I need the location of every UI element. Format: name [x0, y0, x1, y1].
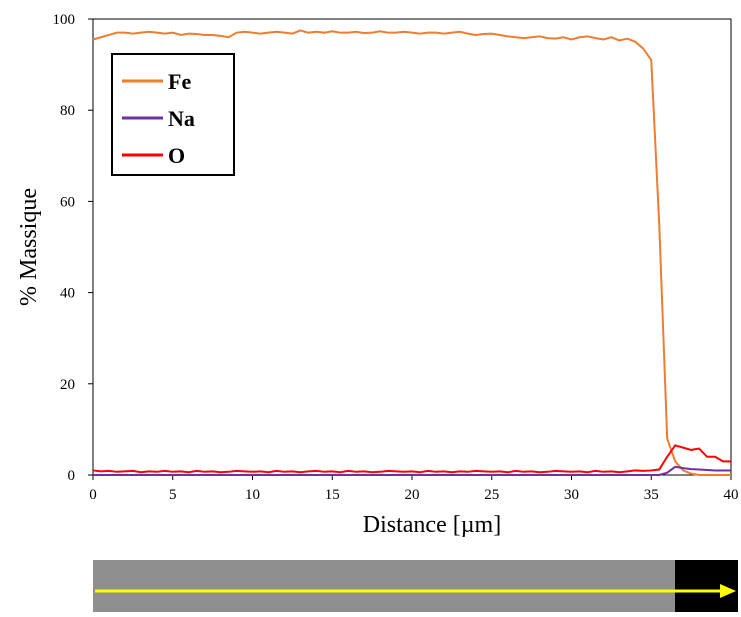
- y-axis-label: % Massique: [16, 188, 42, 306]
- x-axis-label: Distance [µm]: [363, 512, 501, 538]
- x-tick-label: 40: [724, 487, 739, 503]
- y-tick-label: 20: [60, 377, 75, 393]
- series-line: [92, 444, 731, 474]
- x-tick-label: 20: [405, 487, 420, 503]
- legend: Fe Na O: [111, 53, 235, 176]
- legend-label: Fe: [168, 69, 191, 94]
- x-tick-label: 0: [89, 487, 97, 503]
- x-tick-label: 5: [169, 487, 177, 503]
- legend-label: Na: [168, 106, 195, 131]
- y-tick-label: 60: [60, 194, 75, 210]
- x-tick-label: 25: [484, 487, 499, 503]
- y-tick-label: 80: [60, 103, 75, 119]
- series-line: [93, 465, 731, 476]
- x-tick-label: 35: [644, 487, 659, 503]
- x-tick-label: 30: [564, 487, 579, 503]
- legend-label: O: [168, 143, 185, 168]
- y-tick-label: 100: [53, 12, 76, 28]
- y-tick-label: 0: [68, 468, 76, 484]
- y-tick-label: 40: [60, 286, 75, 302]
- x-tick-label: 15: [325, 487, 340, 503]
- series-line: [92, 29, 731, 476]
- x-tick-label: 10: [245, 487, 260, 503]
- sem-image: [93, 560, 738, 612]
